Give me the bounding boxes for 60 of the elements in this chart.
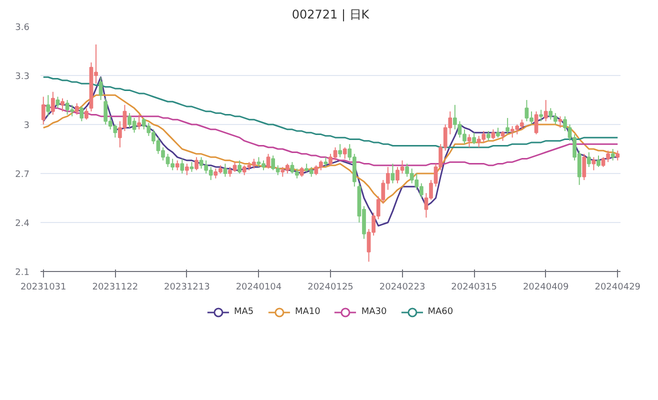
candlestick xyxy=(586,152,591,168)
candlestick xyxy=(56,96,60,109)
candlestick xyxy=(324,156,328,168)
candlestick xyxy=(390,163,395,184)
candlestick xyxy=(491,128,496,140)
candlestick xyxy=(467,134,472,148)
candlestick xyxy=(190,162,194,172)
candlestick xyxy=(98,76,103,100)
candlestick xyxy=(266,153,270,170)
candlestick xyxy=(342,146,347,160)
x-tick-label: 20240409 xyxy=(522,282,570,292)
candlestick xyxy=(506,117,510,135)
candlestick xyxy=(46,94,50,117)
candlestick xyxy=(185,163,189,176)
candlestick xyxy=(300,166,304,178)
candlestick xyxy=(180,158,184,174)
candlestick xyxy=(338,144,342,158)
candlestick xyxy=(534,110,538,135)
legend-label: MA10 xyxy=(294,307,320,317)
candlestick xyxy=(496,127,500,138)
x-tick-label: 20240223 xyxy=(379,282,426,292)
y-tick-label: 3 xyxy=(24,121,30,131)
legend-label: MA30 xyxy=(361,307,387,317)
candlestick xyxy=(472,132,476,145)
y-tick-label: 2.1 xyxy=(15,268,30,278)
y-tick-label: 2.7 xyxy=(15,170,30,180)
candlestick xyxy=(51,91,55,116)
candlestick xyxy=(582,153,586,181)
candlestick xyxy=(238,160,242,174)
candlestick xyxy=(223,163,228,178)
candlestick xyxy=(194,156,198,171)
y-tick-label: 2.4 xyxy=(15,219,30,229)
legend-label: MA5 xyxy=(234,307,254,317)
y-tick-label: 3.3 xyxy=(15,72,30,82)
candlestick xyxy=(74,102,79,116)
candlestick xyxy=(175,160,180,171)
candlestick xyxy=(500,130,505,142)
candlestick xyxy=(616,150,620,161)
candlestick xyxy=(592,156,596,171)
candlestick xyxy=(486,130,490,142)
x-tick-label: 20240429 xyxy=(594,282,641,292)
candlestick xyxy=(137,114,142,130)
candlestick xyxy=(544,100,548,122)
x-tick-label: 20231031 xyxy=(20,282,66,292)
x-tick-label: 20240104 xyxy=(236,282,282,292)
candlestick xyxy=(558,116,562,128)
candlestick xyxy=(84,108,88,120)
candlestick xyxy=(596,155,600,168)
legend-label: MA60 xyxy=(428,307,454,317)
candlestick xyxy=(60,98,64,112)
x-tick-label: 20240315 xyxy=(451,282,497,292)
chart-title: 002721 | 日K xyxy=(292,8,370,22)
candlestick xyxy=(539,109,543,122)
candlestick xyxy=(610,148,615,161)
x-tick-label: 20231213 xyxy=(164,282,210,292)
y-tick-label: 3.6 xyxy=(15,23,30,33)
x-tick-label: 20231122 xyxy=(92,282,138,292)
candlestick xyxy=(80,106,84,122)
x-tick-label: 20240125 xyxy=(308,282,354,292)
candlestick xyxy=(41,96,46,125)
